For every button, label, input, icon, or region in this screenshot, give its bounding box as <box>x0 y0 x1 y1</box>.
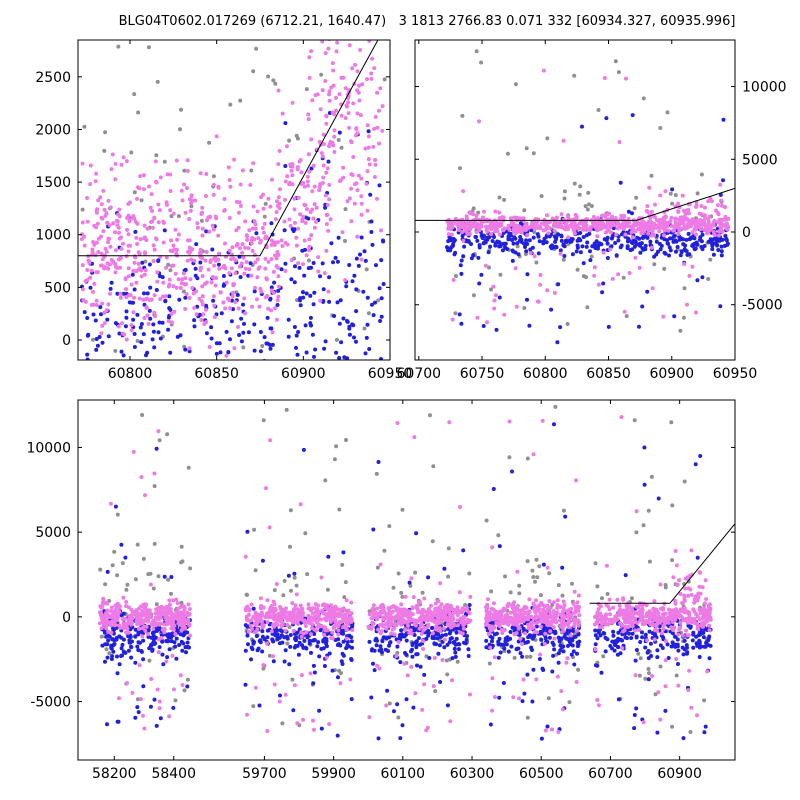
axes-frame-top-left <box>77 39 391 361</box>
x-tick-label: 60500 <box>519 766 564 782</box>
tick-labels-top-left: 60800 60850 60900 60950 0 500 1000 1500 2000 2500 <box>35 70 412 382</box>
x-tick-label: 58200 <box>92 766 137 782</box>
axes-frame-bottom <box>77 399 736 761</box>
y-tick-label: 5000 <box>742 152 778 168</box>
subplot-bottom: 58200 58400 59700 59900 60100 60300 60500 60700… <box>26 399 736 782</box>
x-tick-label: 60900 <box>649 366 694 382</box>
x-tick-label: 60850 <box>586 366 631 382</box>
scatter-points-top-right <box>445 49 731 345</box>
subplot-top-right: 60700 60750 60800 60850 60900 60950 -5000 0 5000… <box>397 39 787 382</box>
model-line-top-left <box>78 40 379 257</box>
y-tick-label: 0 <box>62 333 71 349</box>
y-tick-label: 500 <box>44 280 71 296</box>
model-line-top-right <box>415 187 735 221</box>
x-tick-label: 60300 <box>450 766 495 782</box>
x-tick-label: 60700 <box>397 366 442 382</box>
x-tick-label: 60100 <box>381 766 426 782</box>
x-tick-label: 58400 <box>151 766 196 782</box>
tick-marks-top-left <box>78 40 391 360</box>
y-tick-label: 2000 <box>35 122 71 138</box>
x-tick-label: 59700 <box>242 766 287 782</box>
y-tick-label: 10000 <box>742 80 787 96</box>
y-tick-label: 2500 <box>35 70 71 86</box>
x-tick-label: 60900 <box>657 766 702 782</box>
x-tick-label: 60700 <box>588 766 633 782</box>
tick-labels-bottom: 58200 58400 59700 59900 60100 60300 60500 60700… <box>26 440 701 782</box>
x-tick-label: 60850 <box>194 366 239 382</box>
subplot-top-left: 60800 60850 60900 60950 0 500 1000 1500 2000 2500 <box>35 39 412 382</box>
y-tick-label: -5000 <box>742 298 783 314</box>
model-line-bottom <box>589 523 735 604</box>
tick-labels-top-right: 60700 60750 60800 60850 60900 60950 -5000 0 5000… <box>397 80 787 382</box>
y-tick-label: 10000 <box>26 440 71 456</box>
y-tick-label: 0 <box>62 610 71 626</box>
scatter-points-top-left <box>79 40 387 360</box>
chart-title: BLG04T0602.017269 (6712.21, 1640.47) 3 1… <box>118 14 736 29</box>
x-tick-label: 60950 <box>713 366 758 382</box>
y-tick-label: 0 <box>742 225 751 241</box>
x-tick-label: 60900 <box>281 366 326 382</box>
y-tick-label: 1500 <box>35 175 71 191</box>
y-tick-label: 1000 <box>35 228 71 244</box>
x-tick-label: 60950 <box>368 366 413 382</box>
x-tick-label: 60750 <box>460 366 505 382</box>
y-tick-label: -5000 <box>30 695 71 711</box>
x-tick-label: 59900 <box>311 766 356 782</box>
tick-marks-top-right <box>415 40 736 360</box>
scatter-points-bottom <box>97 404 713 741</box>
y-tick-label: 5000 <box>35 525 71 541</box>
x-tick-label: 60800 <box>108 366 153 382</box>
axes-frame-top-right <box>414 39 736 361</box>
tick-marks-bottom <box>78 400 735 760</box>
x-tick-label: 60800 <box>523 366 568 382</box>
